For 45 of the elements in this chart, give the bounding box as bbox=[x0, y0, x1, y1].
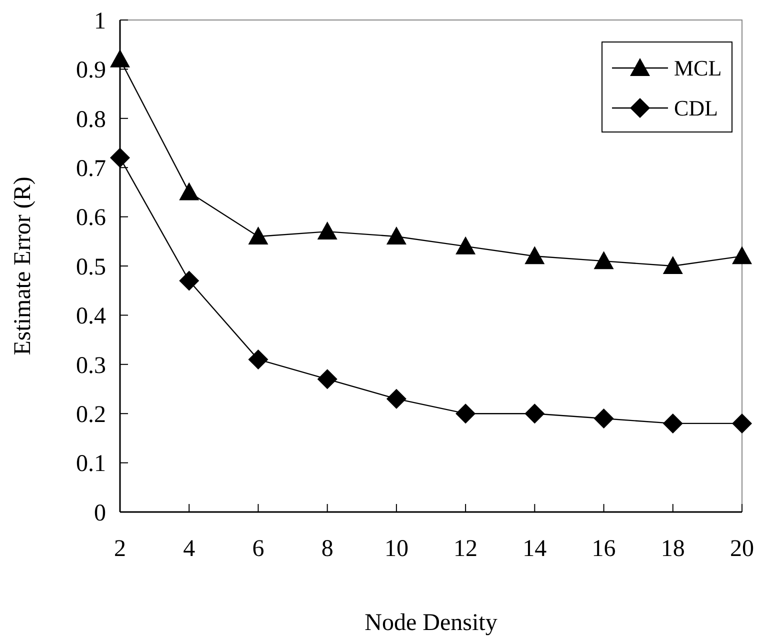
y-tick-label: 0.9 bbox=[76, 58, 106, 84]
point bbox=[386, 388, 406, 409]
x-tick-label: 2 bbox=[114, 536, 126, 562]
y-tick-label: 0.3 bbox=[76, 352, 106, 379]
point bbox=[317, 222, 338, 240]
point bbox=[386, 226, 406, 244]
point bbox=[456, 236, 476, 254]
point bbox=[110, 49, 130, 68]
point bbox=[594, 251, 614, 270]
point bbox=[317, 369, 338, 390]
x-tick-label: 14 bbox=[522, 536, 547, 562]
x-tick-label: 8 bbox=[321, 536, 334, 562]
y-tick-label: 0.5 bbox=[76, 254, 106, 280]
point bbox=[732, 246, 752, 264]
y-tick-label: 0.4 bbox=[76, 304, 106, 330]
point bbox=[179, 182, 200, 200]
x-axis-title: Node Density bbox=[364, 610, 498, 636]
y-axis-title: Estimate Error (R) bbox=[10, 176, 36, 356]
x-tick-label: 4 bbox=[183, 536, 196, 562]
y-tick-label: 0.1 bbox=[76, 451, 106, 478]
x-tick-label: 20 bbox=[730, 536, 754, 562]
x-tick-label: 10 bbox=[384, 536, 408, 562]
legend-label: MCL bbox=[674, 56, 722, 81]
y-tick-label: 0.8 bbox=[76, 106, 106, 133]
point bbox=[524, 246, 545, 264]
y-tick-label: 0 bbox=[94, 500, 106, 526]
legend-label: CDL bbox=[674, 96, 718, 121]
point bbox=[524, 404, 545, 424]
x-tick-label: 12 bbox=[454, 536, 478, 562]
point bbox=[110, 148, 130, 168]
point bbox=[179, 270, 200, 291]
x-tick-label: 6 bbox=[252, 536, 264, 562]
point bbox=[456, 404, 476, 424]
point bbox=[248, 226, 268, 244]
y-tick-label: 0.6 bbox=[76, 205, 106, 232]
point bbox=[732, 413, 752, 434]
point bbox=[594, 408, 614, 429]
point bbox=[662, 256, 683, 274]
y-tick-label: 1 bbox=[94, 8, 106, 34]
y-tick-label: 0.2 bbox=[76, 402, 106, 428]
x-tick-label: 16 bbox=[592, 536, 616, 562]
point bbox=[248, 349, 268, 370]
point bbox=[662, 413, 683, 434]
x-tick-label: 18 bbox=[660, 536, 685, 562]
y-tick-label: 0.7 bbox=[76, 156, 106, 182]
